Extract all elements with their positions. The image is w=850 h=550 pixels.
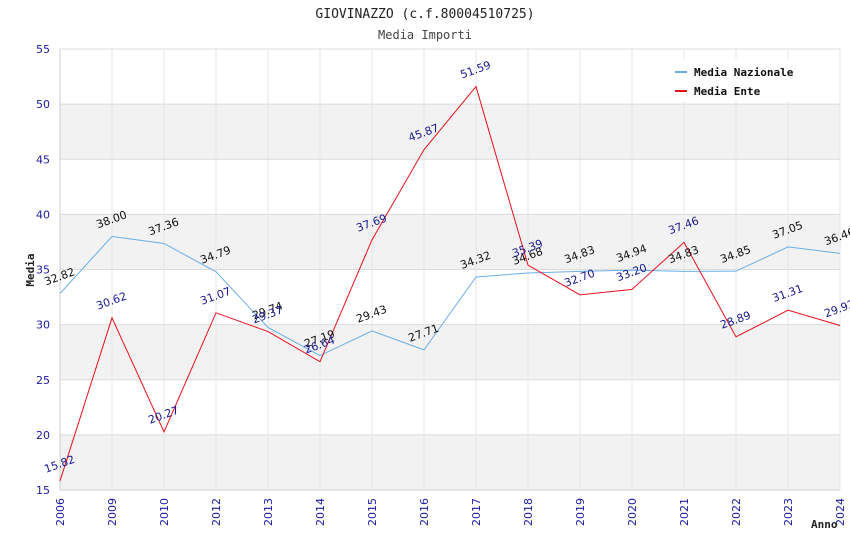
series-line-media-nazionale [59, 235, 841, 357]
x-tick-label: 2015 [366, 498, 379, 526]
x-tick-label: 2009 [106, 498, 119, 526]
grid-band [60, 269, 840, 325]
y-tick-label: 30 [36, 319, 50, 332]
x-axis-label: Anno [811, 518, 838, 531]
x-tick-label: 2024 [834, 498, 847, 526]
y-tick-label: 50 [36, 98, 50, 111]
series-lines [59, 85, 841, 482]
legend-label: Media Ente [694, 85, 761, 98]
y-axis-label: Media [24, 253, 37, 286]
y-tick-label: 35 [36, 264, 50, 277]
grid-band [60, 434, 840, 490]
y-tick-label: 20 [36, 429, 50, 442]
x-tick-label: 2022 [730, 498, 743, 526]
y-tick-label: 15 [36, 484, 50, 497]
grid-band [60, 324, 840, 380]
chart-title: GIOVINAZZO (c.f.80004510725) [315, 7, 534, 22]
legend-box [669, 59, 810, 101]
legend: Media Nazionale Media Ente [669, 59, 810, 101]
y-tick-label: 45 [36, 153, 50, 166]
grid-band [60, 159, 840, 215]
x-tick-label: 2014 [314, 498, 327, 526]
grid-band [60, 379, 840, 435]
x-tick-label: 2013 [262, 498, 275, 526]
x-tick-label: 2010 [158, 498, 171, 526]
x-tick-label: 2023 [782, 498, 795, 526]
grid-band [60, 214, 840, 270]
y-tick-label: 55 [36, 43, 50, 56]
grid-bands [60, 49, 840, 490]
x-tick-label: 2021 [678, 498, 691, 526]
y-axis-ticks: 15 20 25 30 35 40 45 50 55 [36, 43, 50, 497]
grid-band [60, 104, 840, 160]
series-line-media-ente [59, 85, 841, 482]
y-tick-label: 25 [36, 374, 50, 387]
x-tick-label: 2016 [418, 498, 431, 526]
grid-lines [59, 48, 841, 491]
x-tick-label: 2018 [522, 498, 535, 526]
y-tick-label: 40 [36, 208, 50, 221]
x-tick-label: 2020 [626, 498, 639, 526]
chart-subtitle: Media Importi [378, 28, 472, 42]
x-axis-ticks: 2006 2009 2010 2012 2013 2014 2015 2016 2017 2018… [54, 498, 847, 526]
x-tick-label: 2019 [574, 498, 587, 526]
x-tick-label: 2017 [470, 498, 483, 526]
legend-label: Media Nazionale [694, 66, 794, 79]
x-tick-label: 2006 [54, 498, 67, 526]
x-tick-label: 2012 [210, 498, 223, 526]
